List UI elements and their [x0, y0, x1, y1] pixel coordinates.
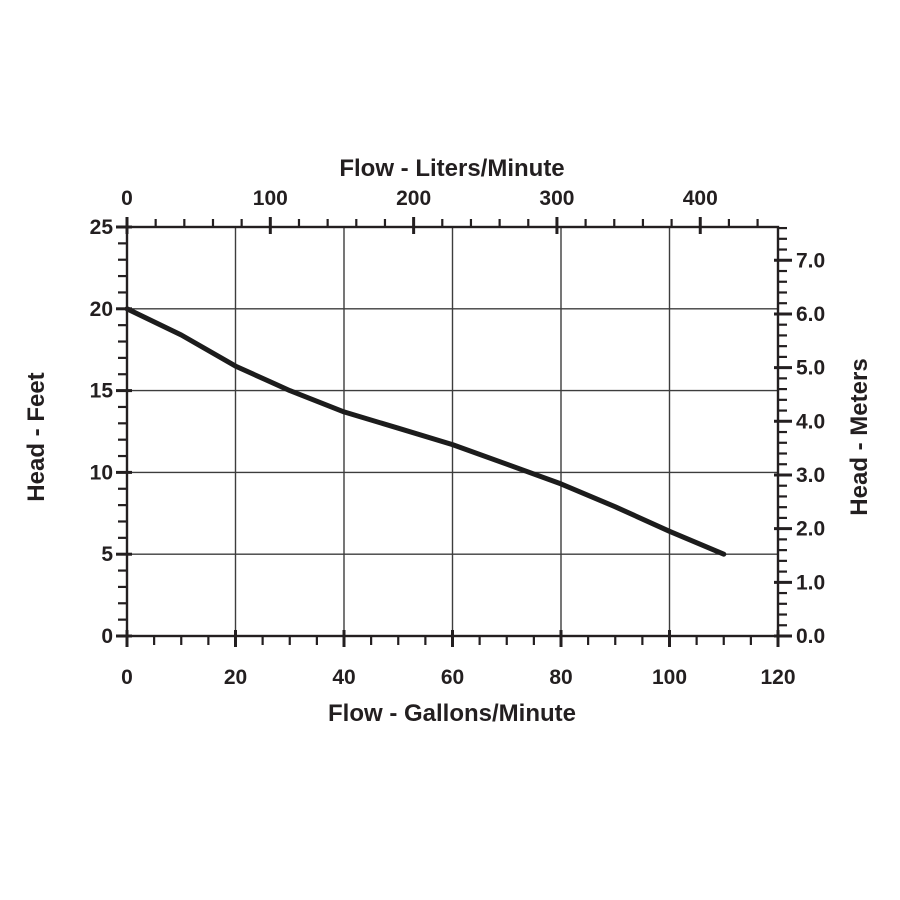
bottom-axis-tick-label: 20	[224, 666, 247, 689]
bottom-axis-tick-label: 0	[121, 666, 133, 689]
right-axis-tick-label: 0.0	[796, 625, 825, 648]
left-axis-tick-label: 0	[101, 625, 113, 648]
left-axis-tick-label: 15	[90, 380, 114, 403]
gridlines-layer	[127, 227, 778, 636]
tick-labels-layer: 0 20 40 60 80 100 120 0 100 200 300 400 0 5 10 15 20 25 0.…	[90, 187, 826, 689]
right-axis-tick-label: 4.0	[796, 410, 825, 433]
right-axis-title: Head - Meters	[846, 358, 873, 515]
right-axis-tick-label: 6.0	[796, 303, 825, 326]
bottom-axis-tick-label: 40	[332, 666, 355, 689]
top-axis-tick-label: 400	[683, 187, 718, 210]
right-axis-tick-label: 3.0	[796, 464, 825, 487]
left-axis-tick-label: 10	[90, 461, 113, 484]
top-axis-tick-label: 100	[253, 187, 288, 210]
series-layer	[124, 306, 727, 557]
left-axis-tick-label: 5	[101, 543, 113, 566]
left-axis-title: Head - Feet	[23, 372, 50, 501]
right-axis-tick-label: 7.0	[796, 249, 825, 272]
top-axis-tick-label: 300	[539, 187, 574, 210]
left-axis-tick-label: 20	[90, 298, 113, 321]
bottom-axis-tick-label: 100	[652, 666, 687, 689]
top-axis-title: Flow - Liters/Minute	[339, 155, 564, 182]
bottom-axis-tick-label: 120	[760, 666, 795, 689]
axes-layer	[116, 217, 792, 647]
left-axis-tick-label: 25	[90, 216, 114, 239]
bottom-axis-title: Flow - Gallons/Minute	[328, 700, 576, 727]
right-axis-tick-label: 2.0	[796, 518, 825, 541]
pump-curve-line	[124, 306, 727, 557]
bottom-axis-tick-label: 60	[441, 666, 464, 689]
right-axis-tick-label: 5.0	[796, 357, 825, 380]
top-axis-tick-label: 200	[396, 187, 431, 210]
top-axis-tick-label: 0	[121, 187, 133, 210]
bottom-axis-tick-label: 80	[549, 666, 572, 689]
right-axis-tick-label: 1.0	[796, 571, 825, 594]
